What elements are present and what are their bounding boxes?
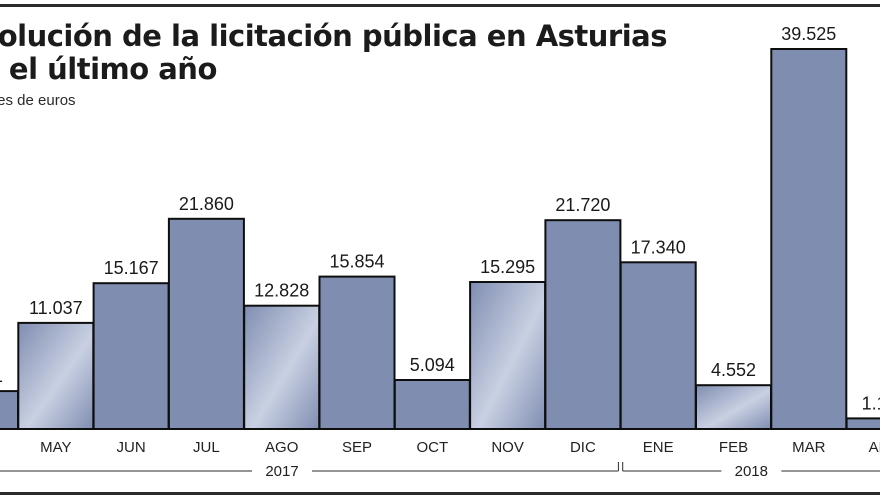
bar-abr-12: [845, 417, 880, 430]
value-label-5: 15.854: [329, 252, 384, 272]
value-label-12: 1.100: [862, 393, 880, 413]
chart-title-line-2: en el último año: [0, 52, 217, 86]
bar-jul-3: [167, 217, 245, 430]
bar-ene-9: [619, 261, 697, 430]
category-label-6: OCT: [416, 439, 448, 456]
value-label-3: 21.860: [179, 194, 234, 214]
top-rule: [0, 4, 880, 7]
value-label-8: 21.720: [555, 195, 610, 215]
bar-ago-4: [243, 304, 321, 431]
value-label-1: 11.037: [29, 298, 83, 318]
bar-may-1: [17, 321, 95, 430]
category-label-12: ABR: [869, 439, 880, 456]
bar-abr-0: [0, 390, 19, 431]
bar-jun-2: [92, 282, 170, 431]
category-label-3: JUL: [193, 439, 220, 456]
value-label-9: 17.340: [631, 237, 686, 257]
category-label-8: DIC: [570, 439, 596, 456]
year-label-2018: 2018: [735, 463, 768, 480]
category-label-2: JUN: [117, 439, 146, 456]
bottom-rule: [0, 492, 880, 495]
category-label-5: SEP: [342, 439, 372, 456]
year-label-2017: 2017: [265, 463, 298, 480]
category-label-9: ENE: [643, 439, 674, 456]
bar-sep-5: [318, 275, 396, 430]
value-label-6: 5.094: [410, 355, 455, 375]
category-label-7: NOV: [491, 439, 524, 456]
category-label-11: MAR: [792, 439, 826, 456]
unit-label: Miles de euros: [0, 92, 76, 109]
bar-feb-10: [695, 384, 772, 431]
bar-nov-7: [469, 281, 547, 430]
value-label-10: 4.552: [711, 360, 756, 380]
bar-mar-11: [770, 48, 848, 430]
bar-oct-6: [393, 379, 471, 430]
category-label-10: FEB: [719, 439, 748, 456]
chart-title-line-1: Evolución de la licitación pública en As…: [0, 19, 667, 53]
value-label-11: 39.525: [781, 24, 836, 44]
value-label-0: 3.941: [0, 366, 3, 386]
category-label-1: MAY: [40, 439, 71, 456]
value-label-4: 12.828: [254, 281, 309, 301]
value-label-7: 15.295: [480, 257, 535, 277]
category-label-4: AGO: [265, 439, 298, 456]
value-label-2: 15.167: [104, 258, 159, 278]
bar-dic-8: [544, 219, 622, 430]
